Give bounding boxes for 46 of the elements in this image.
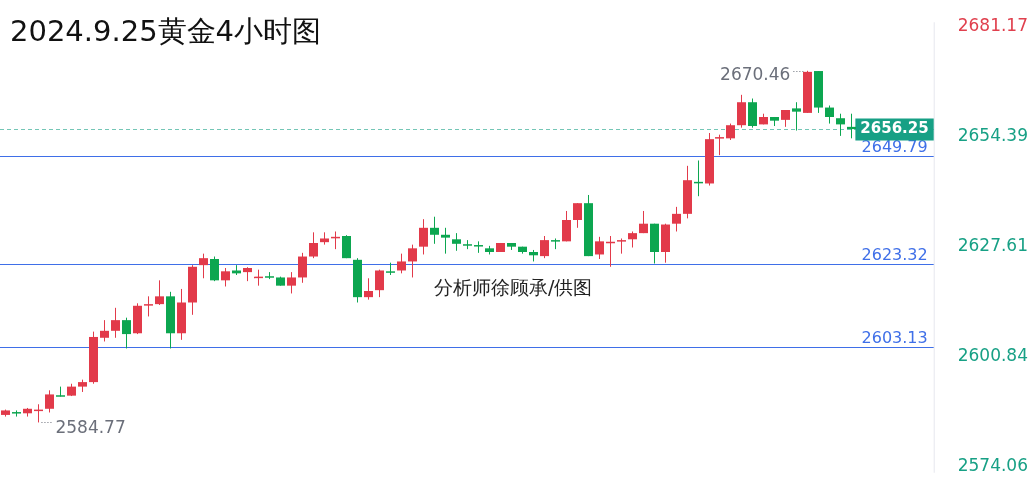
candlestick [111, 307, 120, 339]
candlestick [430, 216, 439, 245]
candlestick [144, 295, 153, 317]
candlestick [397, 253, 406, 274]
y-tick-label: 2627.61 [957, 235, 1028, 256]
candlestick [836, 113, 845, 137]
candlestick [100, 319, 109, 342]
candlestick [715, 134, 724, 156]
annotation: 2584.77 [55, 416, 126, 437]
ref-line-label: 2649.79 [861, 136, 928, 156]
candlestick [573, 202, 582, 229]
candlestick [364, 277, 373, 301]
candlestick [474, 240, 483, 254]
candlestick [375, 269, 384, 298]
ref-line-label: 2656.25 [860, 119, 929, 138]
candlestick [199, 253, 208, 279]
candlestick [419, 218, 428, 255]
candlestick [441, 227, 450, 255]
y-tick-label: 2654.39 [957, 125, 1028, 146]
candlestick [847, 113, 856, 139]
candlestick [122, 317, 131, 349]
y-tick-label: 2574.06 [957, 454, 1028, 475]
candlestick [540, 235, 549, 259]
candlestick [298, 252, 307, 284]
ref-line-label: 2603.13 [861, 327, 928, 347]
candlestick [825, 105, 834, 125]
y-tick-label: 2681.17 [957, 15, 1028, 36]
candlestick [210, 256, 219, 282]
candlestick [45, 389, 54, 413]
annotation: 分析师徐顾承/供图 [434, 275, 593, 300]
candlestick [672, 206, 681, 232]
candlestick [617, 237, 626, 255]
candlestick [408, 244, 417, 278]
candlestick [748, 98, 757, 129]
ref-line-label: 2623.32 [861, 244, 928, 264]
chart-title: 2024.9.25黄金4小时图 [10, 13, 322, 50]
y-tick-label: 2600.84 [957, 344, 1028, 365]
candlestick [287, 271, 296, 294]
annotation: 2670.46 [720, 64, 791, 85]
candlestick [792, 101, 801, 132]
candlestick [562, 210, 571, 242]
candlestick [737, 94, 746, 129]
candlestick [221, 267, 230, 287]
candlestick [309, 231, 318, 259]
candlestick [595, 236, 604, 260]
candlestick [155, 279, 164, 306]
